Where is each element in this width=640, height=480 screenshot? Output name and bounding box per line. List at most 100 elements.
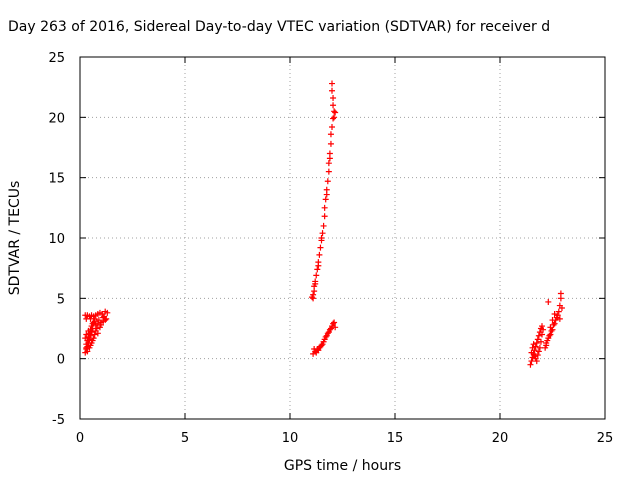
data-point — [103, 315, 110, 322]
data-point — [551, 320, 558, 327]
data-point — [87, 332, 94, 339]
data-point — [535, 332, 542, 339]
data-point — [323, 332, 330, 339]
data-point — [550, 321, 557, 328]
data-point — [84, 348, 91, 355]
data-point — [331, 114, 338, 121]
data-point — [310, 295, 317, 302]
chart-title: Day 263 of 2016, Sidereal Day-to-day VTE… — [8, 19, 551, 35]
data-point — [314, 266, 321, 273]
data-point — [321, 213, 328, 220]
data-point — [534, 352, 541, 359]
data-point — [539, 331, 545, 338]
y-tick-label: 20 — [48, 111, 65, 126]
data-point — [102, 308, 109, 315]
data-point — [325, 160, 332, 167]
y-tick-label: 15 — [48, 172, 65, 187]
data-point — [88, 329, 95, 336]
data-point — [547, 331, 554, 338]
data-point — [327, 140, 334, 147]
data-point — [548, 327, 555, 334]
data-point — [82, 335, 89, 342]
data-point — [544, 337, 551, 344]
data-point — [331, 319, 338, 326]
y-tick-label: 25 — [48, 51, 65, 66]
data-point — [320, 222, 327, 229]
data-point — [528, 349, 535, 356]
data-point — [83, 331, 90, 338]
data-point — [325, 329, 332, 336]
data-point — [315, 262, 322, 269]
data-point — [540, 326, 547, 333]
data-point — [94, 330, 101, 337]
data-point — [330, 102, 337, 109]
plot-frame — [79, 56, 606, 420]
data-point — [330, 115, 337, 122]
x-tick-label: 20 — [492, 431, 509, 446]
data-points — [82, 80, 565, 368]
data-point — [316, 251, 323, 258]
data-point — [546, 332, 553, 339]
grid-lines — [80, 57, 605, 419]
data-point — [329, 123, 335, 130]
data-point — [94, 320, 101, 327]
data-point — [312, 280, 319, 287]
y-tick-label: 10 — [48, 232, 65, 247]
data-point — [86, 336, 93, 343]
x-tick-label: 10 — [282, 431, 299, 446]
data-point — [537, 338, 544, 345]
data-point — [323, 191, 330, 198]
data-point — [311, 346, 318, 353]
data-point — [327, 131, 334, 138]
data-point — [318, 342, 325, 349]
data-point — [530, 341, 537, 348]
data-point — [325, 168, 332, 175]
data-point — [321, 204, 328, 211]
data-point — [332, 324, 339, 331]
data-point — [533, 339, 540, 346]
data-point — [330, 320, 337, 327]
data-point — [549, 317, 556, 324]
data-point — [319, 341, 326, 348]
y-tick-label: -5 — [52, 413, 65, 428]
data-point — [87, 342, 94, 349]
data-point — [91, 331, 98, 338]
data-point — [313, 272, 320, 279]
data-point — [547, 324, 554, 331]
x-tick-label: 25 — [597, 431, 614, 446]
data-point — [551, 311, 558, 318]
data-point — [539, 323, 545, 330]
data-point — [543, 342, 550, 349]
data-point — [327, 325, 334, 332]
data-point — [533, 358, 540, 365]
data-point — [326, 155, 333, 162]
data-point — [528, 358, 535, 365]
axis-ticks: 0 5 10 15 20 25 -5 0 5 10 15 20 25 — [48, 51, 613, 446]
data-point — [329, 87, 335, 94]
data-point — [536, 344, 543, 351]
data-point — [556, 315, 563, 322]
y-axis-label: SDTVAR / TECUs — [7, 181, 23, 296]
data-point — [315, 347, 322, 354]
data-point — [555, 308, 562, 315]
x-axis-label: GPS time / hours — [284, 458, 401, 474]
data-point — [91, 318, 98, 325]
data-point — [321, 336, 328, 343]
y-tick-label: 5 — [57, 292, 65, 307]
data-point — [319, 230, 326, 237]
data-point — [527, 361, 534, 368]
data-point — [318, 235, 325, 241]
data-point — [102, 317, 109, 324]
data-point — [558, 304, 565, 311]
data-point — [317, 244, 324, 251]
data-point — [322, 196, 329, 203]
data-point — [324, 178, 331, 185]
data-point — [330, 95, 337, 102]
data-point — [535, 348, 542, 355]
data-point — [89, 337, 96, 344]
data-point — [85, 327, 92, 334]
data-point — [89, 325, 96, 332]
data-point — [557, 290, 564, 297]
data-point — [98, 321, 104, 328]
